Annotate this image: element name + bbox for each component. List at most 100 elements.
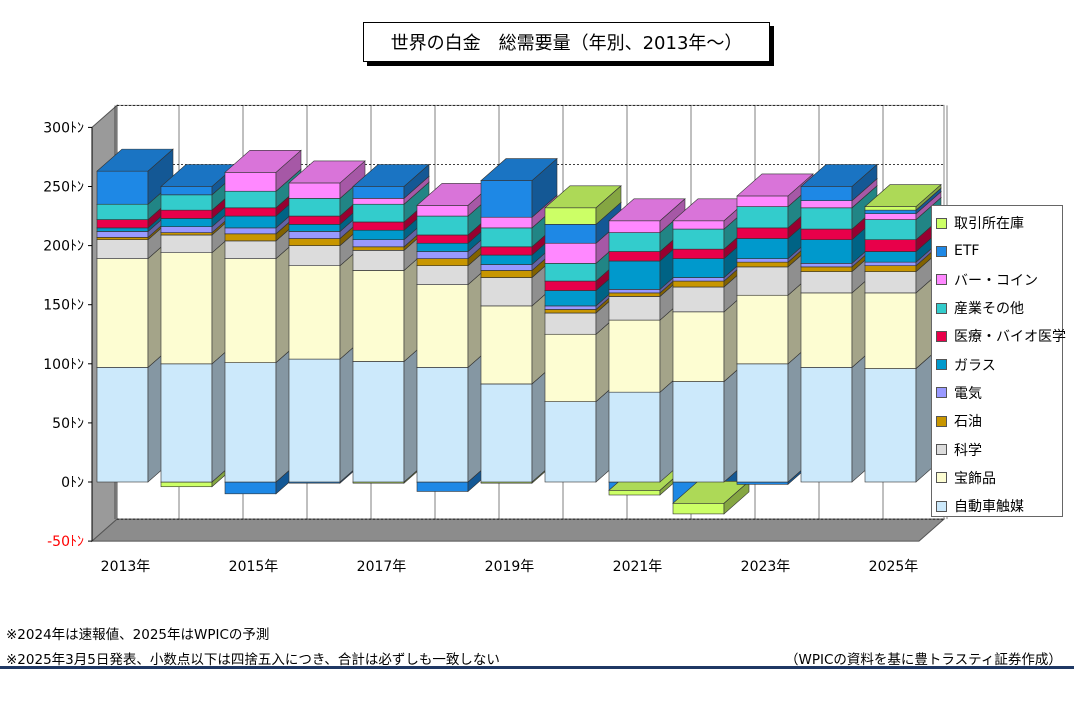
legend-item: 科学	[936, 435, 1058, 463]
legend-swatch	[936, 387, 947, 399]
bar-front	[160, 226, 213, 233]
bar-top	[864, 184, 942, 207]
bar-front	[96, 227, 149, 232]
legend-swatch	[936, 444, 947, 456]
legend-label: 科学	[954, 442, 982, 459]
legend: 取引所在庫 ETF バー・コイン 産業その他 医療・バイオ医学 ガラス 電気 石油 科学 宝飾品自…	[931, 205, 1066, 517]
bar-front	[864, 239, 917, 252]
bar-front	[416, 205, 469, 217]
bar-front	[224, 481, 277, 495]
bar-front	[544, 401, 597, 483]
bar-front	[160, 209, 213, 219]
legend-item: バー・コイン	[936, 266, 1058, 294]
y-axis: 300ﾄﾝ 250ﾄﾝ 200ﾄﾝ 150ﾄﾝ 100ﾄﾝ 50ﾄﾝ 0ﾄﾝ -50ﾄﾝ	[43, 120, 93, 550]
bar-front	[864, 219, 917, 240]
y-tick-label: 0ﾄﾝ	[61, 475, 84, 491]
legend-label: ETF	[954, 243, 980, 260]
bar-top	[352, 164, 430, 187]
y-tick-label: 250ﾄﾝ	[43, 180, 84, 196]
bar-front	[736, 258, 789, 263]
bar-front	[416, 265, 469, 285]
note-1: ※2024年は速報値、2025年はWPICの予測	[6, 627, 270, 643]
bar-front	[288, 182, 341, 199]
bar-front	[224, 233, 277, 242]
bar-front	[480, 305, 533, 385]
bar-segment	[672, 480, 750, 515]
bar-segment	[608, 198, 686, 234]
bar-front	[544, 242, 597, 264]
bar-front	[224, 362, 277, 483]
bar-front	[800, 266, 853, 272]
legend-label: 宝飾品	[954, 470, 996, 487]
footer-divider	[0, 666, 1074, 669]
y-tick-label: 100ﾄﾝ	[43, 357, 84, 373]
bar-front	[416, 284, 469, 368]
y-tick-label: 300ﾄﾝ	[43, 120, 84, 136]
legend-label: ガラス	[954, 357, 996, 374]
bar-front	[864, 209, 917, 214]
bar-stack-2021	[608, 198, 686, 496]
bar-front	[160, 218, 213, 227]
bar-front	[608, 232, 661, 252]
x-tick-label: 2015年	[229, 559, 279, 575]
bar-front	[800, 271, 853, 294]
legend-swatch	[936, 245, 947, 257]
bar-front	[544, 207, 597, 225]
bar-front	[544, 263, 597, 282]
bar-front	[288, 238, 341, 246]
y-tick-label: 150ﾄﾝ	[43, 298, 84, 314]
x-tick-label: 2017年	[357, 559, 407, 575]
bar-front	[800, 207, 853, 230]
bar-front	[480, 254, 533, 265]
bar-front	[736, 261, 789, 268]
bar-front	[352, 198, 405, 205]
legend-swatch	[936, 217, 947, 229]
bar-front	[544, 290, 597, 307]
x-tick-label: 2019年	[485, 559, 535, 575]
bar-front	[480, 180, 533, 218]
bar-front	[864, 265, 917, 272]
bar-front	[480, 264, 533, 271]
y-tick-label: -50ﾄﾝ	[47, 534, 84, 550]
bar-front	[288, 198, 341, 217]
bar-front	[224, 227, 277, 235]
bar-front	[800, 263, 853, 268]
bar-front	[224, 215, 277, 229]
bar-front	[96, 239, 149, 259]
bar-front	[224, 172, 277, 192]
bar-top	[480, 158, 558, 181]
bar-front	[672, 311, 725, 382]
bar-front	[160, 186, 213, 196]
bar-front	[736, 238, 789, 259]
bar-front	[160, 481, 213, 488]
bars	[96, 148, 942, 515]
bar-top	[224, 150, 302, 173]
bar-front	[224, 240, 277, 259]
legend-swatch	[936, 472, 947, 484]
bar-front	[736, 227, 789, 239]
bar-front	[608, 489, 661, 496]
bar-front	[736, 195, 789, 207]
legend-label: 電気	[954, 385, 982, 402]
bar-front	[544, 305, 597, 310]
bar-front	[288, 245, 341, 266]
bar-top	[800, 164, 878, 187]
bar-front	[288, 215, 341, 225]
bar-top	[608, 198, 686, 222]
bar-front	[96, 203, 149, 220]
bar-segment	[864, 183, 942, 211]
bar-front	[352, 361, 405, 483]
x-tick-label: 2025年	[869, 559, 919, 575]
legend-label: バー・コイン	[954, 272, 1038, 289]
legend-label: 石油	[954, 414, 982, 431]
bar-front	[416, 242, 469, 252]
bar-front	[544, 312, 597, 335]
bar-front	[224, 190, 277, 209]
bar-front	[96, 170, 149, 205]
legend-item: 産業その他	[936, 294, 1058, 322]
floor	[90, 518, 946, 542]
bar-front	[608, 391, 661, 483]
bar-top	[96, 148, 174, 172]
bar-front	[672, 381, 725, 483]
bar-front	[352, 250, 405, 271]
